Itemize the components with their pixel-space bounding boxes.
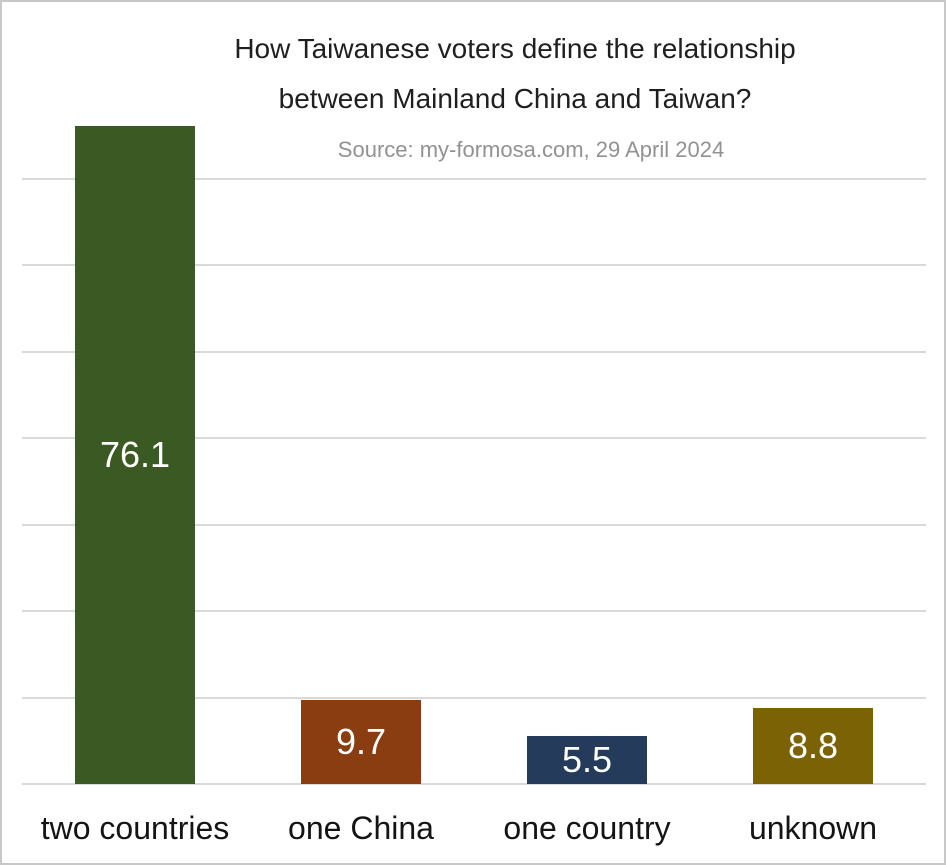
gridline-y-50 — [22, 350, 926, 353]
bar-one-china: 9.7 — [301, 700, 421, 784]
bar-value-label-unknown: 8.8 — [787, 724, 839, 766]
x-axis-label-one-china: one China — [288, 810, 434, 846]
bar-value-label-two-countries: 76.1 — [99, 434, 171, 476]
bar-value-label-one-country: 5.5 — [561, 739, 613, 781]
gridline-y-60 — [22, 264, 926, 267]
gridline-y-10 — [22, 696, 926, 699]
bar-two-countries: 76.1 — [75, 126, 195, 784]
x-axis-label-unknown: unknown — [748, 810, 878, 846]
chart-title-line-2: between Mainland China and Taiwan? — [278, 83, 752, 114]
chart-title: How Taiwanese voters define the relation… — [234, 24, 795, 124]
gridline-y-0 — [22, 783, 926, 785]
bar-one-country: 5.5 — [527, 736, 647, 784]
chart-title-line-1: How Taiwanese voters define the relation… — [234, 33, 796, 64]
bar-value-label-one-china: 9.7 — [335, 721, 387, 763]
gridline-y-30 — [22, 523, 926, 526]
x-axis-label-one-country: one country — [503, 810, 671, 846]
gridline-y-20 — [22, 610, 926, 613]
gridline-y-70 — [22, 178, 926, 180]
bar-unknown: 8.8 — [753, 707, 873, 784]
x-axis-label-two-countries: two countries — [40, 810, 230, 846]
gridline-y-40 — [22, 437, 926, 440]
chart-subtitle: Source: my-formosa.com, 29 April 2024 — [337, 137, 725, 162]
